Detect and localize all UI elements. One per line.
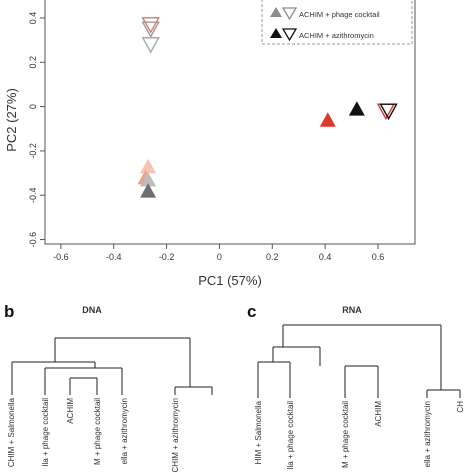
x-tick-label: 0.6 (372, 252, 385, 262)
data-point (379, 103, 398, 121)
y-tick-label: 0 (28, 104, 38, 109)
rna-leaf-3: M + phage cocktail (341, 401, 350, 468)
x-tick-label: 0.2 (266, 252, 279, 262)
rna-leaf-5: ella + azithromycin (423, 401, 432, 467)
plot-frame (44, 0, 416, 245)
x-tick-label: -0.6 (53, 252, 69, 262)
y-tick-label: 0.2 (28, 56, 38, 69)
dna-title: DNA (82, 305, 102, 315)
legend: ACHIM + phage cocktail ACHIM + azithromy… (261, 0, 413, 45)
panel-letter-b: b (4, 302, 14, 321)
data-point (140, 158, 157, 174)
y-tick-label: -0.4 (28, 187, 38, 203)
dna-leaf-5: ella + azithromycin (120, 398, 129, 464)
legend-label-phage: ACHIM + phage cocktail (299, 10, 380, 19)
y-tick-label: -0.6 (28, 232, 38, 248)
rna-leaf-4: ACHIM (374, 401, 383, 427)
data-points (137, 17, 398, 198)
legend-marker-phage-open (281, 7, 298, 21)
data-point (140, 183, 157, 198)
rna-title: RNA (342, 305, 362, 315)
data-point (141, 17, 160, 34)
data-point (140, 172, 157, 187)
dna-leaf-4: M + phage cocktail (93, 398, 102, 465)
legend-marker-phage-filled (270, 7, 282, 17)
x-tick-label: 0.4 (319, 252, 332, 262)
rna-leaf-1: HIM + Salmonella (254, 400, 263, 464)
x-tick-label: -0.4 (106, 252, 122, 262)
x-tick-label: -0.2 (159, 252, 175, 262)
rna-leaf-2: lla + phage cocktail (286, 401, 295, 469)
data-point (141, 37, 160, 54)
data-point (376, 103, 396, 121)
dna-leaf-1: CHIM + Salmonella (7, 397, 16, 467)
pca-scatter-plot: -0.6 -0.4 -0.2 0 0.2 0.4 0.6 0.40.20-0.2-0.4-0… (4, 0, 416, 288)
data-point (348, 101, 365, 116)
y-tick-label: -0.2 (28, 143, 38, 159)
panel-letter-c: c (247, 302, 256, 321)
dna-leaf-2: lla + phage cocktail (41, 398, 50, 466)
dna-leaf-6: CHIM + azithromycin (171, 398, 180, 472)
legend-marker-azithro-open (281, 28, 298, 42)
rna-leaf-6: CH (456, 401, 465, 413)
rna-tree-branches (257, 324, 461, 398)
legend-marker-azithro-filled (270, 28, 282, 38)
y-tick-label: 0.4 (28, 12, 38, 25)
x-axis-label: PC1 (57%) (198, 273, 262, 288)
x-axis-ticks: -0.6 -0.4 -0.2 0 0.2 0.4 0.6 (53, 244, 384, 262)
rna-dendrogram: c RNA HIM + Salmonella lla + phage cockt… (247, 302, 465, 469)
data-point (319, 112, 336, 127)
dna-leaf-3: ACHIM (66, 398, 75, 424)
x-tick-label: 0 (217, 252, 222, 262)
y-axis-label: PC2 (27%) (4, 88, 19, 152)
y-axis-ticks: 0.4 0.2 0 -0.2 -0.4 -0.6 (28, 12, 45, 248)
dna-tree-branches (11, 337, 213, 395)
dna-dendrogram: b DNA CHIM + Salmonella lla + phage cock… (4, 302, 213, 472)
data-point (141, 21, 160, 39)
legend-label-azithro: ACHIM + azithromycin (299, 31, 374, 40)
